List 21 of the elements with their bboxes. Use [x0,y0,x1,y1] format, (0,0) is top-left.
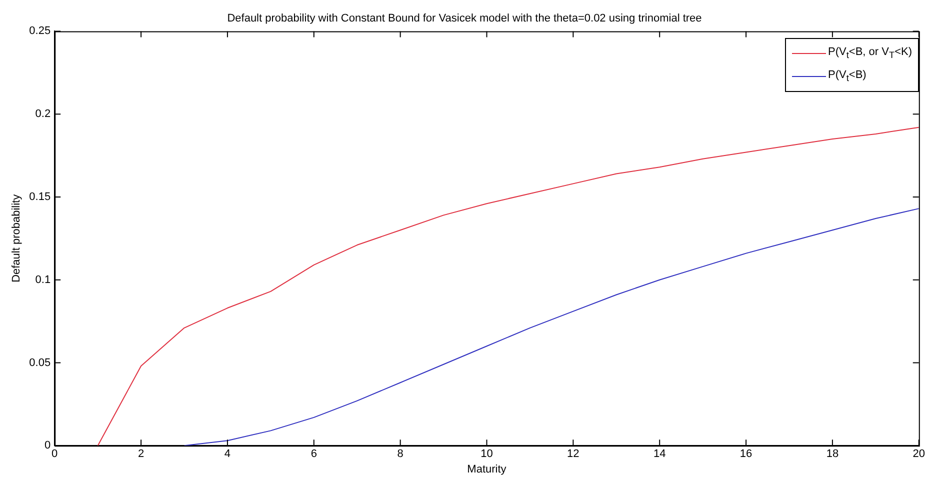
x-tick-label: 6 [310,448,317,460]
x-tick-label: 4 [224,448,231,460]
x-tick-label: 2 [138,448,144,460]
chart-title: Default probability with Constant Bound for Vasicek model with the theta=0.02 using trinomial tree [227,12,702,25]
x-tick-label: 18 [826,448,839,460]
y-axis-title: Default probability [10,194,23,282]
x-tick-label: 20 [912,448,926,460]
y-tick-label: 0.05 [29,356,51,369]
legend-label: P(V$_{t}$<B, or V$_{T}$<K) [828,45,912,62]
x-axis-title: Maturity [467,463,507,476]
legend-label: P(V$_{t}$<B) [828,68,866,86]
y-tick-label: 0.1 [35,274,51,286]
x-tick-label: 12 [567,448,580,460]
y-tick-label: 0 [44,440,51,452]
y-tick-label: 0.15 [29,190,51,203]
x-tick-label: 14 [653,448,666,460]
y-tick-label: 0.2 [35,108,51,120]
x-tick-label: 8 [397,448,404,460]
y-tick-label: 0.25 [29,25,51,38]
x-tick-label: 10 [480,448,493,460]
x-tick-label: 16 [740,448,752,460]
